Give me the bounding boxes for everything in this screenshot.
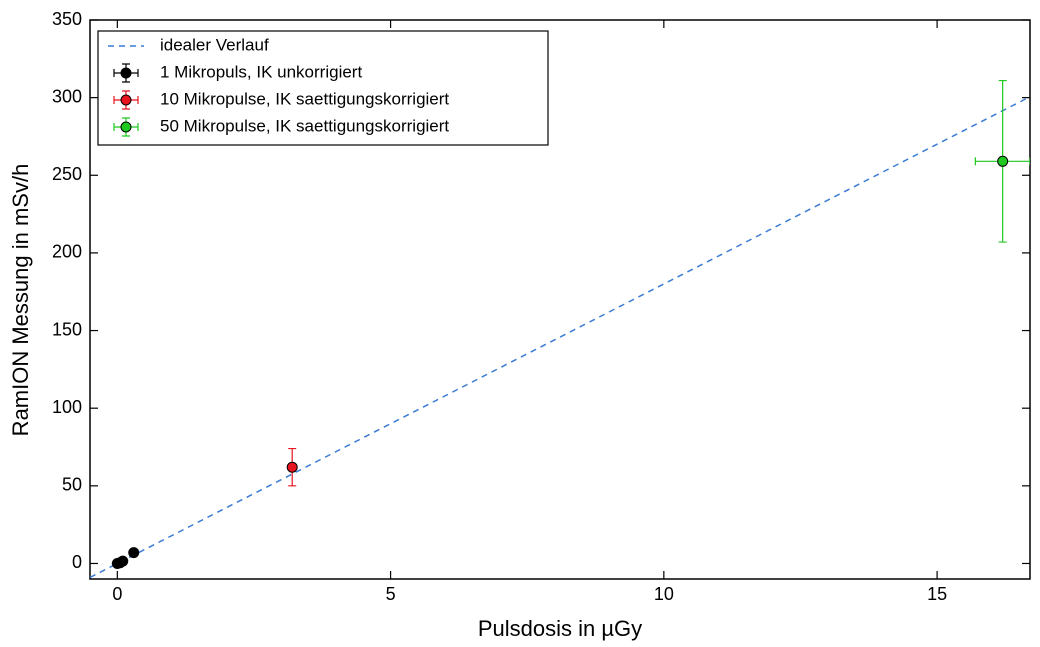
legend-box xyxy=(97,30,549,146)
ideal-line xyxy=(90,96,1030,579)
x-tick-label: 0 xyxy=(112,584,122,604)
x-tick-label: 15 xyxy=(927,584,947,604)
data-point xyxy=(128,547,140,559)
plot-area xyxy=(90,79,1030,579)
y-tick-label: 250 xyxy=(52,164,82,184)
y-tick-label: 0 xyxy=(72,552,82,572)
x-tick-label: 10 xyxy=(654,584,674,604)
plot-frame xyxy=(89,19,1031,580)
legend-marker xyxy=(120,67,132,79)
data-point xyxy=(286,461,298,473)
legend-label: 1 Mikropuls, IK unkorrigiert xyxy=(160,62,362,81)
legend-label: idealer Verlauf xyxy=(160,35,269,54)
y-tick-label: 200 xyxy=(52,242,82,262)
y-tick-label: 300 xyxy=(52,86,82,106)
y-tick-label: 100 xyxy=(52,397,82,417)
legend-label: 10 Mikropulse, IK saettigungskorrigiert xyxy=(160,89,449,108)
x-axis-label: Pulsdosis in µGy xyxy=(478,616,642,641)
y-tick-label: 350 xyxy=(52,9,82,29)
y-axis-label: RamION Messung in mSv/h xyxy=(8,164,33,437)
y-tick-label: 150 xyxy=(52,319,82,339)
data-point xyxy=(997,155,1009,167)
legend-marker xyxy=(120,94,132,106)
data-point xyxy=(117,555,129,567)
legend-label: 50 Mikropulse, IK saettigungskorrigiert xyxy=(160,116,449,135)
y-tick-label: 50 xyxy=(62,475,82,495)
x-tick-label: 5 xyxy=(386,584,396,604)
legend-marker xyxy=(120,121,132,133)
